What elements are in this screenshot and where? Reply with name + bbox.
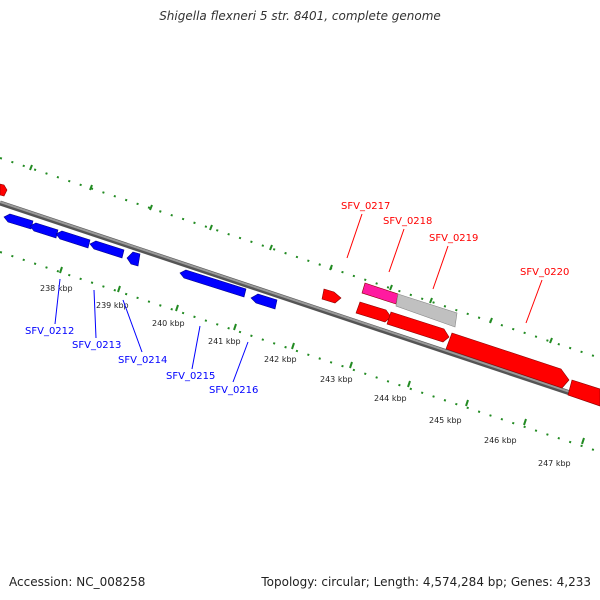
gene-arrow-sfv-0219 — [395, 293, 458, 328]
lower-major-ticks — [59, 266, 585, 445]
gene-arrow-sfv-0217 — [355, 301, 392, 323]
tick-label-244: 244 kbp — [374, 394, 407, 403]
tick-label-240: 240 kbp — [152, 319, 185, 328]
gene-arrow-small — [126, 251, 141, 267]
label-sfv-0218: SFV_0218 — [383, 216, 432, 227]
gene-arrow-sfv-0215 — [179, 269, 247, 298]
label-sfv-0220: SFV_0220 — [520, 267, 569, 278]
accession-text: Accession: NC_008258 — [9, 575, 146, 589]
tick-label-245: 245 kbp — [429, 416, 462, 425]
tick-label-238: 238 kbp — [40, 284, 73, 293]
map-title: Shigella flexneri 5 str. 8401, complete … — [159, 9, 441, 23]
genome-summary-text: Topology: circular; Length: 4,574,284 bp… — [261, 575, 591, 589]
backbone — [0, 200, 600, 406]
tick-label-243: 243 kbp — [320, 375, 353, 384]
forward-callouts — [346, 213, 543, 324]
forward-gene-labels: SFV_0217 SFV_0218 SFV_0219 SFV_0220 — [341, 201, 569, 278]
gene-arrow-sfv-0220 — [445, 332, 570, 389]
label-sfv-0214: SFV_0214 — [118, 355, 167, 366]
gene-arrow-left-edge — [0, 183, 8, 197]
gene-arrow-sfv-0218 — [361, 282, 399, 305]
tick-label-239: 239 kbp — [96, 301, 129, 310]
reverse-gene-labels: SFV_0212 SFV_0213 SFV_0214 SFV_0215 SFV_… — [25, 326, 258, 396]
label-sfv-0217: SFV_0217 — [341, 201, 390, 212]
tick-label-246: 246 kbp — [484, 436, 517, 445]
gene-arrow-red-small — [321, 288, 342, 304]
reverse-genes — [3, 213, 278, 310]
label-sfv-0213: SFV_0213 — [72, 340, 121, 351]
tick-label-247: 247 kbp — [538, 459, 571, 468]
gene-arrow-0212b — [29, 222, 59, 239]
gene-arrow-sfv-0214 — [89, 240, 125, 259]
tick-labels: 238 kbp 239 kbp 240 kbp 241 kbp 242 kbp … — [40, 284, 571, 468]
tick-label-241: 241 kbp — [208, 337, 241, 346]
label-sfv-0216: SFV_0216 — [209, 385, 258, 396]
gene-arrow-right-edge — [567, 379, 600, 407]
reverse-callouts — [54, 278, 249, 383]
gene-arrow-sfv-0212 — [3, 213, 34, 230]
label-sfv-0215: SFV_0215 — [166, 371, 215, 382]
gene-arrow-fwd-b — [386, 311, 450, 343]
gene-arrow-sfv-0216 — [250, 293, 278, 310]
gene-arrow-sfv-0213 — [55, 230, 91, 249]
forward-genes — [0, 183, 600, 407]
tick-label-242: 242 kbp — [264, 355, 297, 364]
label-sfv-0212: SFV_0212 — [25, 326, 74, 337]
upper-major-ticks — [29, 164, 553, 344]
label-sfv-0219: SFV_0219 — [429, 233, 478, 244]
